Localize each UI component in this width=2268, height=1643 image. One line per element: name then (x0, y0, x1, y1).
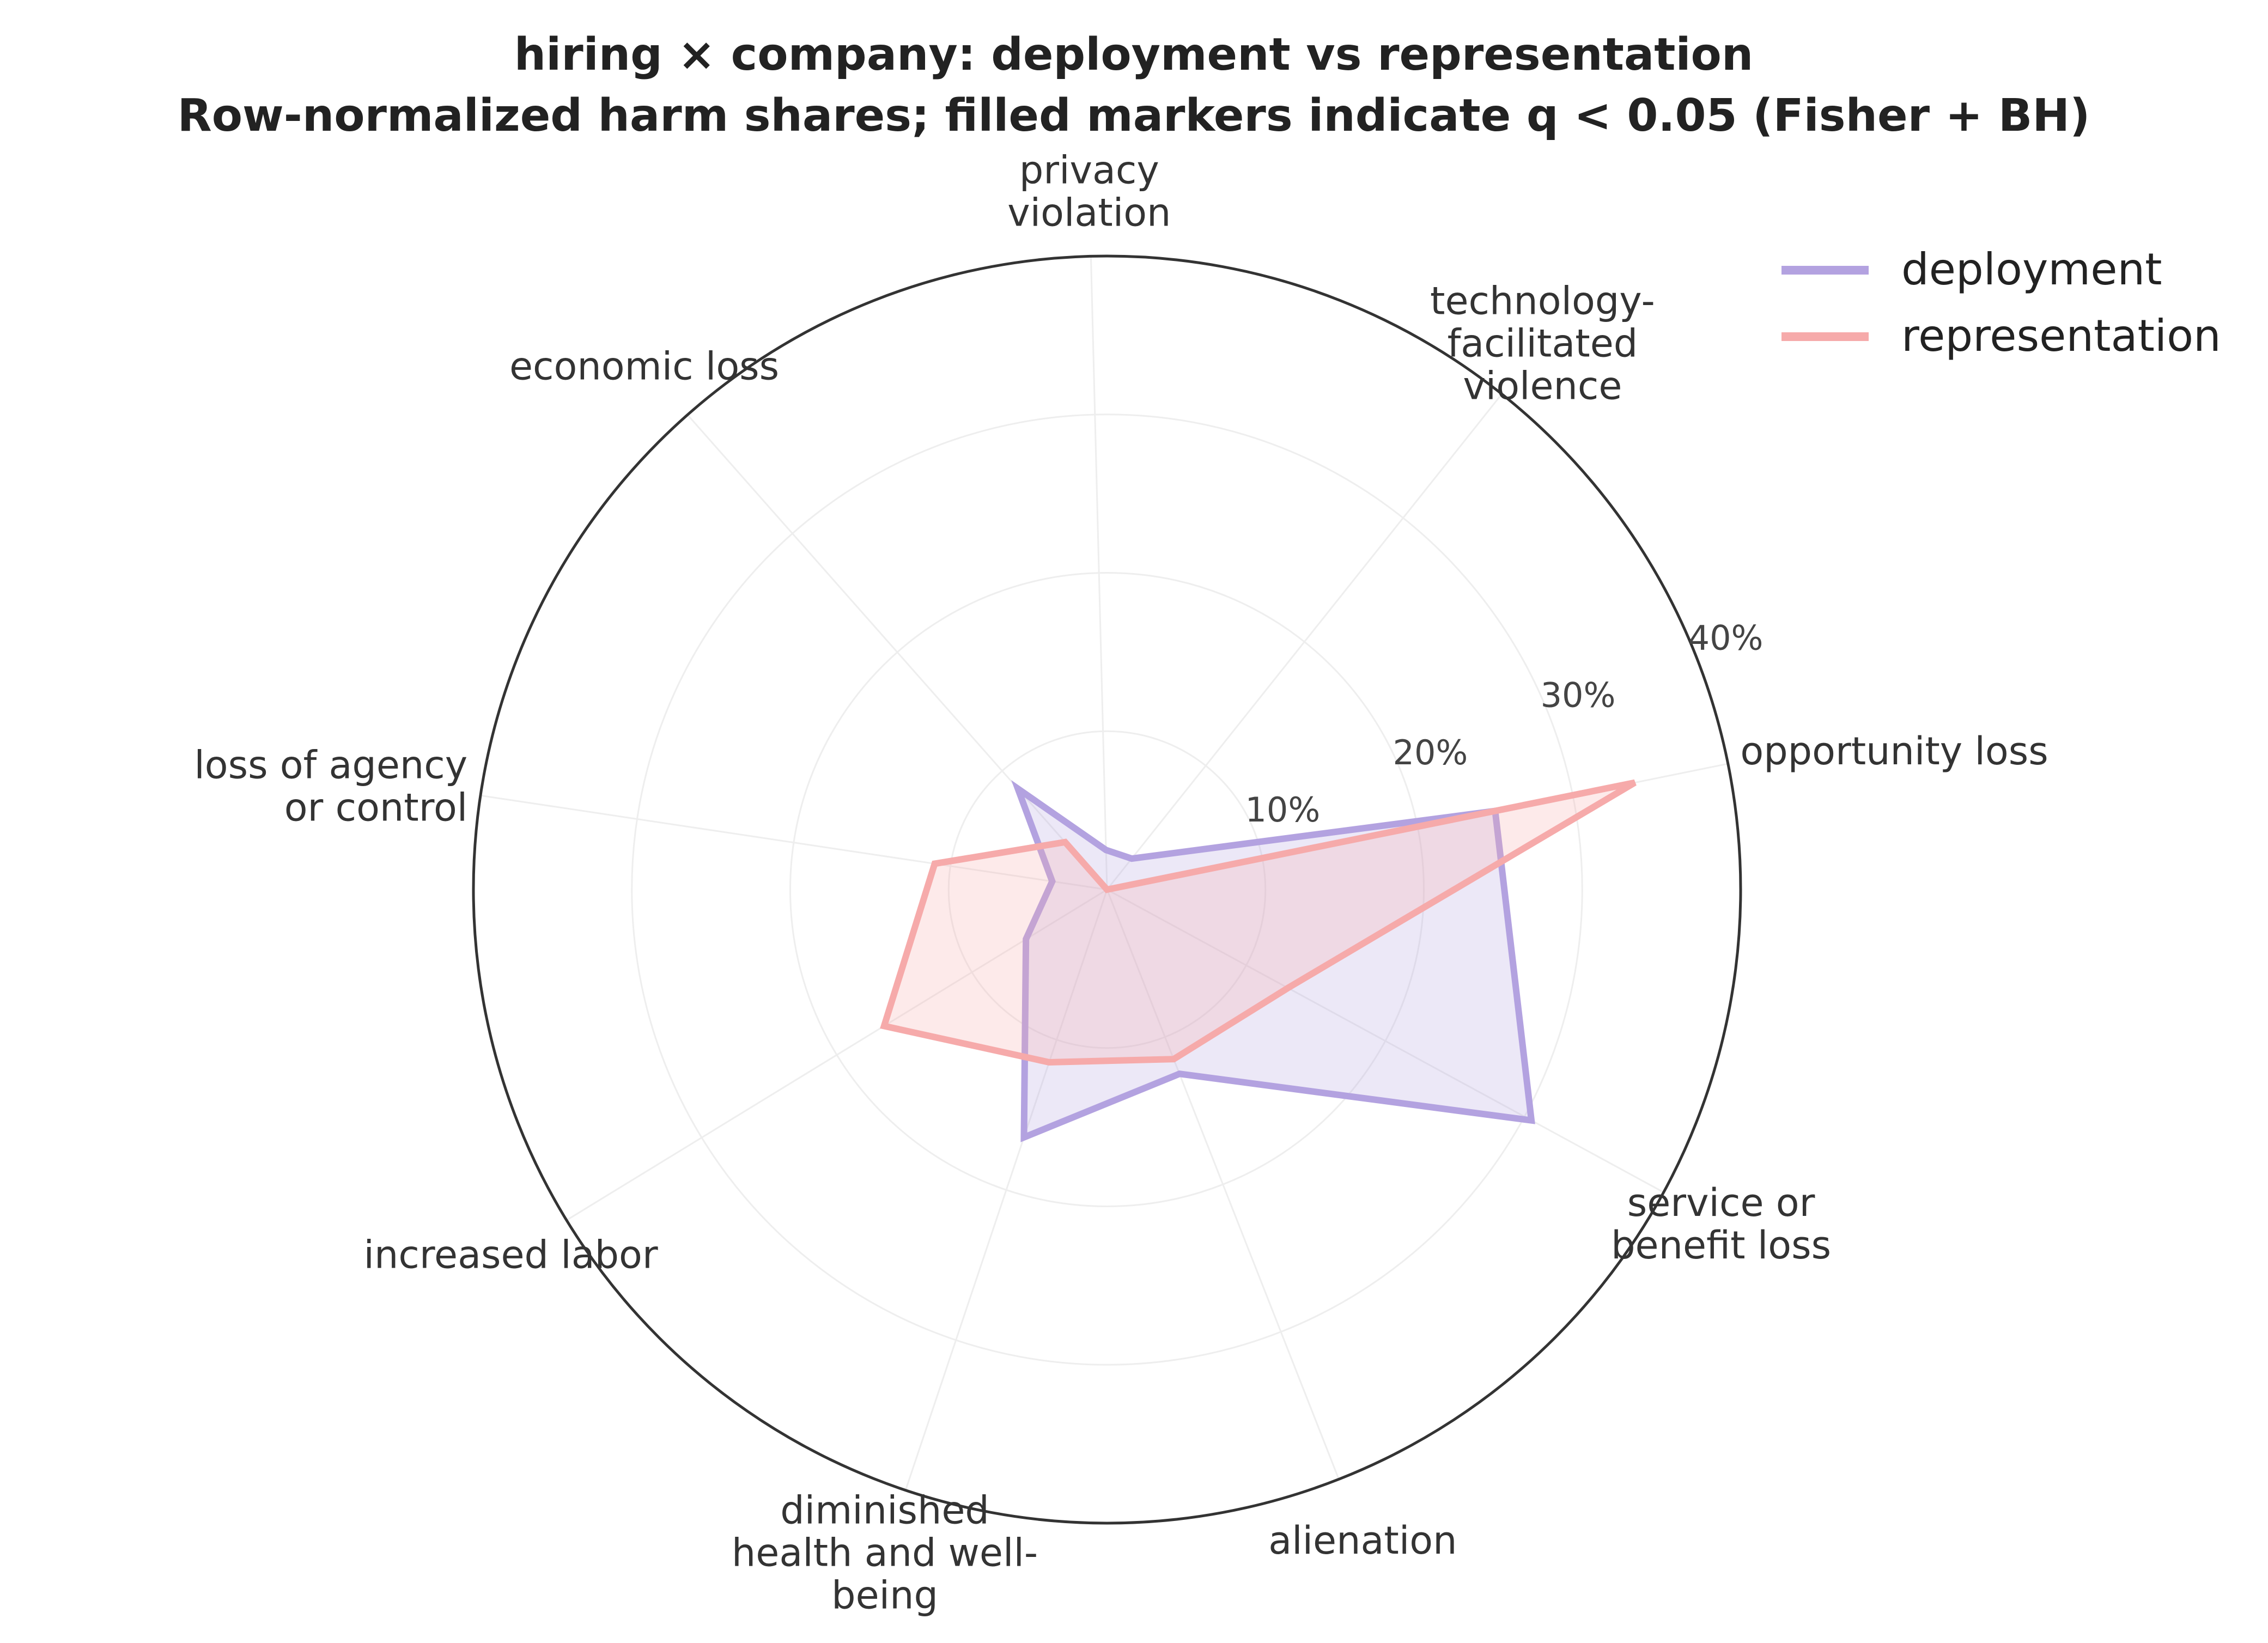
grid-ring-30 (631, 413, 1583, 1366)
category-label-diminished-health-and-well-being-line-1: diminished (780, 1488, 989, 1532)
spoke-service-or-benefit-loss (1106, 889, 1664, 1193)
spoke-alienation (1106, 889, 1340, 1480)
category-label-diminished-health-and-well-being-line-3: being (831, 1573, 938, 1617)
grid-ring-10 (947, 730, 1267, 1049)
category-label-opportunity-loss: opportunity loss (1740, 729, 2048, 774)
category-label-technology-facilitated-violence-line-2: facilitated (1448, 321, 1638, 366)
spoke-loss-of-agency-or-control (480, 794, 1108, 891)
series-line-deployment (1011, 780, 1535, 1142)
chart-title-line-2: Row-normalized harm shares; filled marke… (178, 90, 2090, 142)
series-line-representation (880, 779, 1637, 1066)
polar-grid (480, 256, 1729, 1491)
category-label-increased-labor: increased labor (364, 1233, 658, 1277)
radial-tick-label-40: 40% (1688, 618, 1764, 658)
category-label-loss-of-agency-or-control-line-2: or control (284, 785, 468, 830)
category-label-privacy-violation-line-1: privacy (1019, 148, 1159, 192)
spoke-privacy-violation (1090, 256, 1108, 890)
grid-ring-20 (789, 572, 1425, 1207)
spoke-technology-facilitated-violence (1106, 393, 1503, 890)
legend-label-representation: representation (1901, 311, 2221, 361)
legend: deployment representation (1781, 244, 2221, 361)
series-layer (880, 779, 1637, 1142)
series-area-deployment (1018, 788, 1531, 1137)
radial-tick-labels: 10% 20% 30% 40% (1245, 618, 1763, 830)
category-label-privacy-violation-line-2: violation (1007, 190, 1171, 235)
radial-tick-label-10: 10% (1245, 790, 1320, 830)
category-label-alienation: alienation (1268, 1518, 1457, 1563)
legend-label-deployment: deployment (1901, 244, 2162, 295)
category-label-loss-of-agency-or-control-line-1: loss of agency (194, 743, 467, 787)
spoke-economic-loss (686, 414, 1108, 890)
category-label-technology-facilitated-violence-line-1: technology- (1430, 278, 1655, 323)
category-label-service-or-benefit-loss-line-2: benefit loss (1611, 1223, 1831, 1268)
radial-tick-label-30: 30% (1541, 676, 1616, 715)
category-label-service-or-benefit-loss-line-1: service or (1627, 1180, 1815, 1225)
chart-title-line-1: hiring × company: deployment vs represen… (514, 29, 1754, 81)
radial-tick-label-20: 20% (1393, 733, 1468, 772)
polar-outer-frame (472, 254, 1742, 1525)
spoke-diminished-health-and-well-being (904, 889, 1108, 1491)
category-label-economic-loss: economic loss (509, 344, 779, 388)
category-label-technology-facilitated-violence-line-3: violence (1463, 363, 1622, 408)
polar-frame (472, 254, 1742, 1525)
spoke-increased-labor (566, 889, 1108, 1221)
category-label-diminished-health-and-well-being-line-2: health and well- (732, 1530, 1038, 1575)
